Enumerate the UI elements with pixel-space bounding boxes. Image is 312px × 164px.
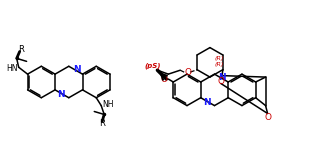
Text: N: N (73, 65, 80, 74)
Text: N: N (218, 73, 226, 82)
Text: NH: NH (102, 100, 114, 109)
Text: (R): (R) (214, 56, 224, 61)
Text: R: R (99, 119, 105, 128)
Text: O: O (264, 113, 271, 122)
Text: O: O (185, 68, 192, 77)
Text: R: R (18, 45, 24, 54)
Text: N: N (57, 90, 65, 99)
Text: (pS): (pS) (144, 62, 161, 69)
Text: N: N (203, 98, 210, 107)
Text: O: O (161, 75, 168, 83)
Text: (R): (R) (214, 62, 224, 67)
Text: O: O (217, 77, 224, 86)
Text: HN: HN (6, 64, 17, 73)
